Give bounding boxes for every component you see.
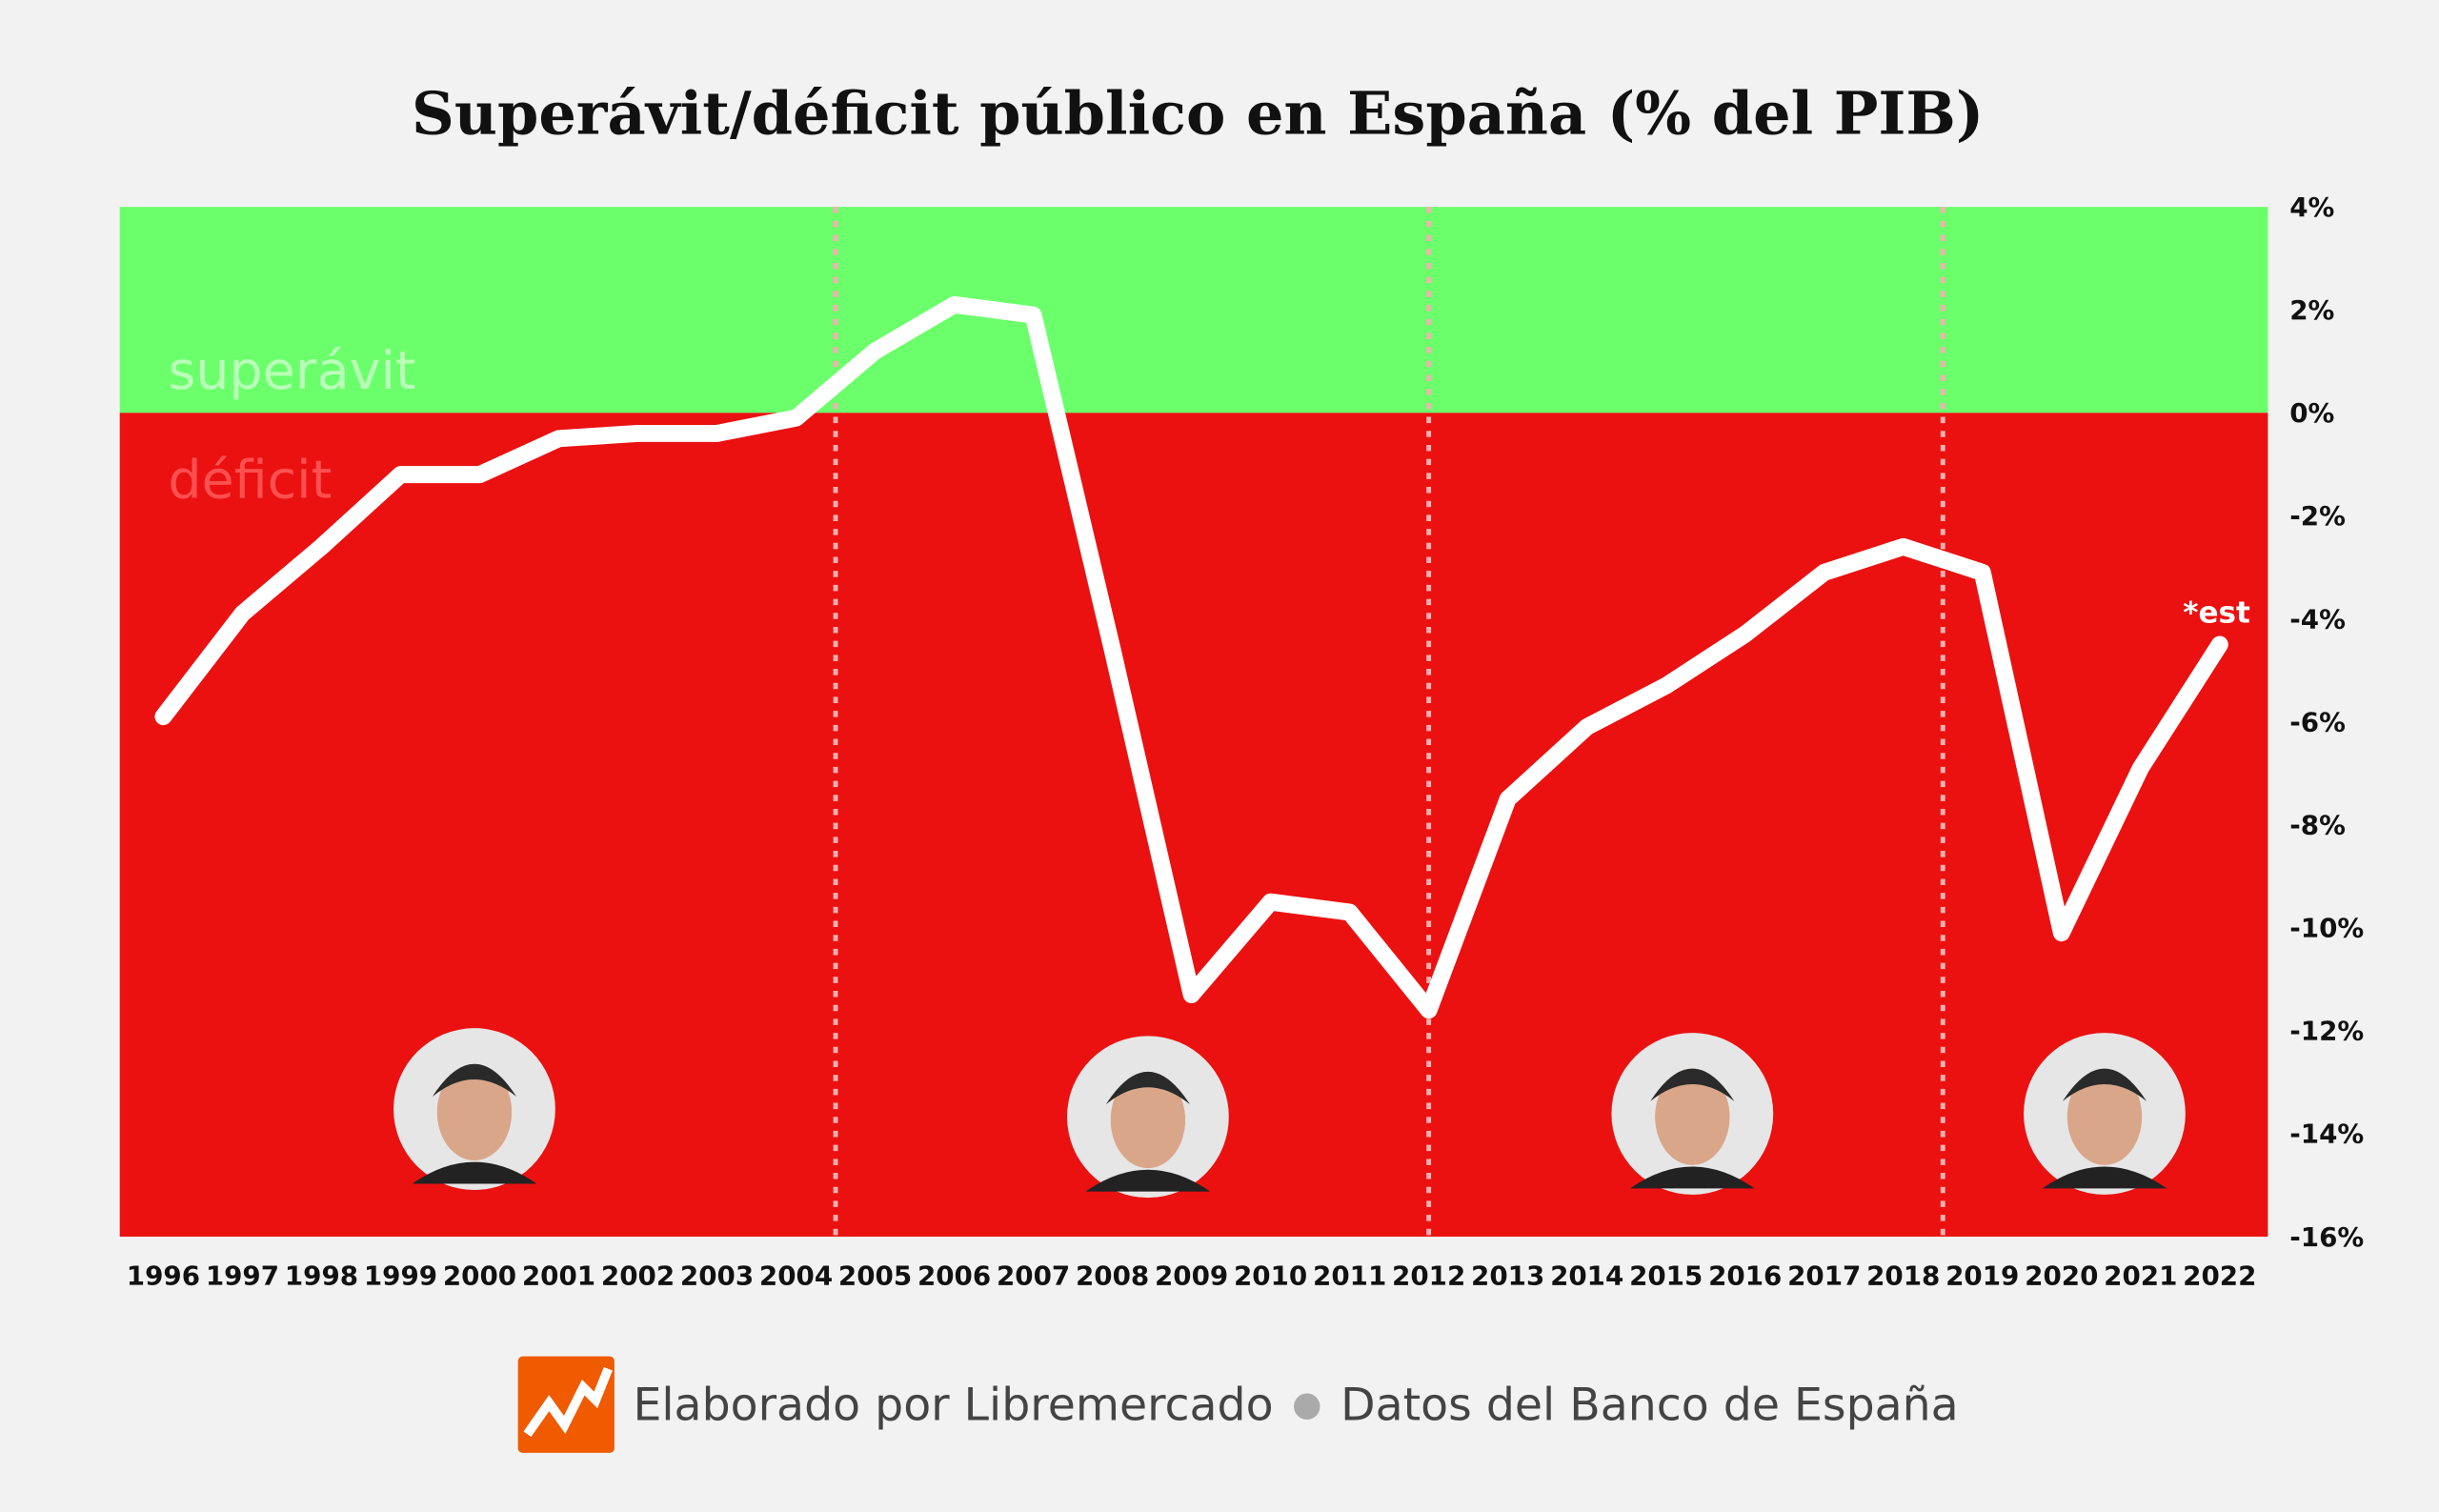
x-tick-label: 2000	[443, 1260, 516, 1292]
x-tick-label: 1997	[206, 1260, 279, 1292]
x-tick-label: 2003	[680, 1260, 754, 1292]
data-point-1996	[161, 715, 166, 718]
y-tick-label: -10%	[2289, 913, 2364, 944]
x-tick-label: 2009	[1155, 1260, 1228, 1292]
data-point-2009	[1189, 993, 1194, 997]
x-tick-label: 2010	[1234, 1260, 1307, 1292]
y-tick-label: 2%	[2289, 294, 2334, 326]
x-tick-label: 2022	[2183, 1260, 2256, 1292]
x-tick-label: 2008	[1076, 1260, 1149, 1292]
data-point-2006	[952, 303, 957, 307]
x-tick-label: 2012	[1392, 1260, 1465, 1292]
data-point-2012	[1427, 1008, 1431, 1012]
portrait-suit	[1630, 1166, 1755, 1189]
y-tick-label: -16%	[2289, 1221, 2364, 1253]
y-tick-label: -12%	[2289, 1016, 2364, 1047]
data-point-2013	[1506, 796, 1510, 801]
portrait-hair	[1650, 1068, 1735, 1101]
data-point-2014	[1585, 725, 1589, 729]
deficit-label: déficit	[168, 449, 332, 511]
y-tick-label: 0%	[2289, 397, 2334, 429]
portrait-face	[436, 1063, 513, 1160]
y-tick-label: -14%	[2289, 1119, 2364, 1150]
y-tick-label: -2%	[2289, 500, 2346, 532]
data-point-2000	[477, 473, 482, 476]
portrait-face	[1655, 1068, 1730, 1165]
portrait-face	[1110, 1071, 1186, 1169]
data-point-2003	[715, 432, 719, 435]
x-tick-label: 2004	[759, 1260, 833, 1292]
data-point-2019	[1981, 571, 1985, 575]
est-annotation: *est	[2183, 596, 2250, 631]
portrait-suit	[1085, 1169, 1211, 1192]
x-tick-label: 2001	[522, 1260, 595, 1292]
x-tick-label: 2019	[1945, 1260, 2019, 1292]
chart-title: Superávit/déficit público en España (% d…	[412, 77, 1985, 149]
x-tick-label: 1999	[364, 1260, 437, 1292]
data-point-2022	[2218, 642, 2222, 647]
data-point-2020	[2060, 931, 2064, 935]
credit-text: Elaborado por Libremercado	[633, 1378, 1274, 1432]
portrait-hair	[432, 1063, 517, 1098]
portrait-suit	[412, 1161, 537, 1184]
data-point-2015	[1664, 684, 1668, 688]
data-point-2011	[1348, 910, 1352, 915]
separator-dot: ●	[1292, 1384, 1322, 1424]
data-point-2004	[794, 416, 798, 420]
y-tick-label: -8%	[2289, 809, 2346, 840]
x-tick-label: 2014	[1550, 1260, 1623, 1292]
y-tick-label: 4%	[2289, 192, 2334, 223]
x-tick-label: 1996	[127, 1260, 200, 1292]
data-point-2017	[1823, 571, 1826, 575]
x-tick-label: 2002	[601, 1260, 675, 1292]
y-tick-label: -6%	[2289, 706, 2346, 737]
portrait-suit	[2042, 1166, 2167, 1189]
data-point-2001	[556, 436, 561, 440]
source-text: Datos del Banco de España	[1340, 1378, 1959, 1432]
data-point-2005	[873, 349, 877, 353]
data-point-2002	[635, 432, 640, 435]
portrait-hair	[1105, 1071, 1190, 1105]
data-point-2018	[1902, 545, 1905, 549]
x-tick-label: 2020	[2025, 1260, 2098, 1292]
x-tick-label: 2011	[1313, 1260, 1386, 1292]
x-tick-label: 2006	[917, 1260, 991, 1292]
x-tick-label: 2016	[1708, 1260, 1782, 1292]
x-tick-label: 2007	[997, 1260, 1070, 1292]
libremercado-logo	[517, 1356, 615, 1453]
data-point-2007	[1031, 312, 1036, 317]
x-tick-label: 2018	[1866, 1260, 1940, 1292]
y-tick-label: -4%	[2289, 603, 2346, 635]
data-point-1997	[240, 612, 245, 615]
surplus-zone	[119, 207, 2268, 413]
x-tick-label: 2021	[2104, 1260, 2177, 1292]
data-point-2008	[1110, 648, 1115, 652]
portrait-face	[2066, 1068, 2143, 1165]
x-tick-label: 2017	[1787, 1260, 1861, 1292]
x-tick-label: 2015	[1629, 1260, 1703, 1292]
x-tick-label: 2013	[1471, 1260, 1544, 1292]
x-tick-label: 1998	[285, 1260, 358, 1292]
portrait-hair	[2062, 1068, 2147, 1101]
data-point-2016	[1744, 633, 1747, 636]
data-point-2021	[2139, 766, 2143, 770]
data-point-1999	[398, 473, 403, 476]
data-point-2010	[1268, 900, 1273, 904]
footer: Elaborado por Libremercado ● Datos del B…	[517, 1356, 1959, 1453]
surplus-label: superávit	[168, 340, 415, 402]
x-tick-label: 2005	[838, 1260, 912, 1292]
data-point-1998	[319, 545, 324, 549]
